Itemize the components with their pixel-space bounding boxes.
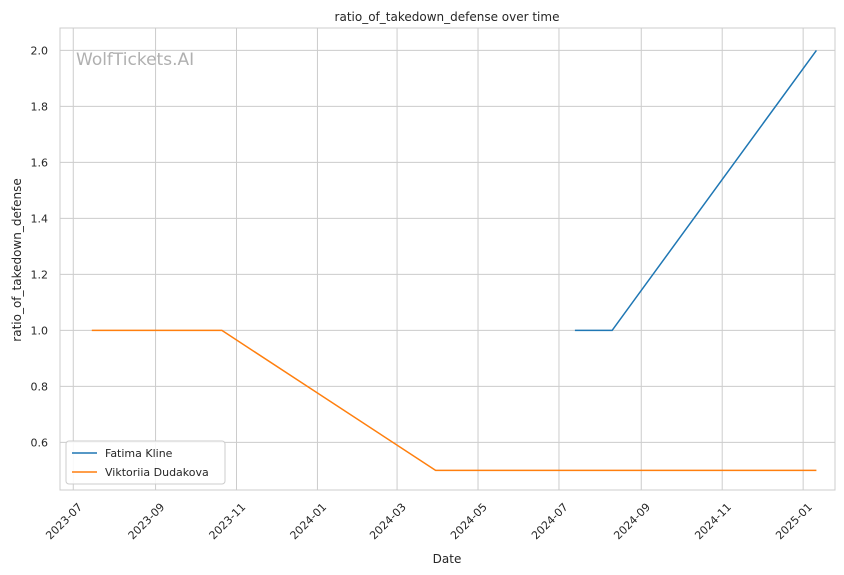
y-tick-label: 1.0 [31,324,49,337]
x-tick-label: 2024-01 [288,501,330,543]
x-tick-label: 2024-03 [367,501,409,543]
x-tick-label: 2025-01 [773,501,815,543]
y-tick-label: 1.4 [31,212,49,225]
legend-label-fatima-kline: Fatima Kline [105,447,173,460]
x-tick-label: 2023-09 [126,501,168,543]
watermark: WolfTickets.AI [76,50,194,70]
plot-background [59,27,836,491]
y-tick-labels: 0.6 0.8 1.0 1.2 1.4 1.6 1.8 2.0 [31,44,49,449]
series-line-fatima-kline [574,49,818,332]
x-tick-label: 2024-11 [692,501,734,543]
series-line-viktoriia-dudakova [91,329,817,472]
x-tick-label: 2024-05 [448,501,490,543]
y-axis-label: ratio_of_takedown_defense [10,178,24,341]
y-tick-label: 1.2 [31,268,49,281]
chart-title: ratio_of_takedown_defense over time [335,10,560,24]
y-tick-label: 1.6 [31,156,49,169]
x-tick-label: 2023-07 [43,501,85,543]
legend-box [65,440,226,485]
series-layer [91,49,818,472]
x-tick-label: 2023-11 [207,501,249,543]
x-tick-label: 2024-09 [611,501,653,543]
y-tick-label: 1.8 [31,100,49,113]
x-tick-labels: 2023-07 2023-09 2023-11 2024-01 2024-03 2024-… [43,501,815,543]
x-axis-label: Date [433,552,462,566]
y-tick-label: 0.6 [31,436,49,449]
legend: Fatima Kline Viktoriia Dudakova [65,440,226,485]
y-tick-label: 2.0 [31,44,49,57]
y-tick-label: 0.8 [31,380,49,393]
legend-label-viktoriia-dudakova: Viktoriia Dudakova [105,466,209,479]
x-tick-label: 2024-07 [529,501,571,543]
